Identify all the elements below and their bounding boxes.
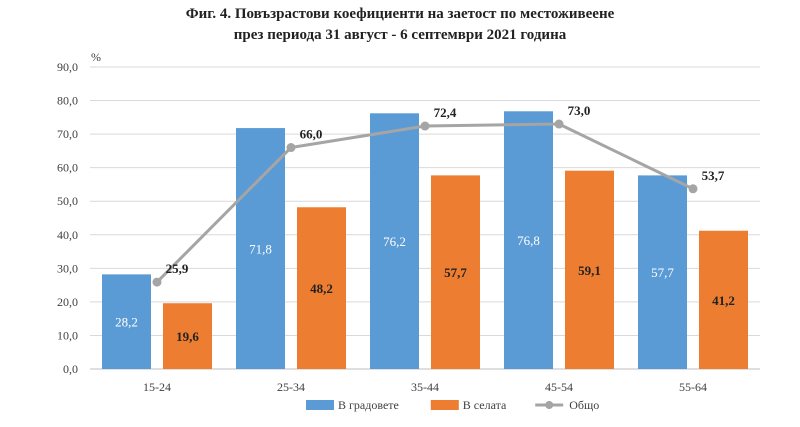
bar <box>638 175 687 369</box>
line-point <box>152 277 162 287</box>
bar <box>504 111 553 369</box>
y-tick-label: 70,0 <box>57 127 78 141</box>
x-tick-label: 55-64 <box>679 380 707 394</box>
y-tick-label: 50,0 <box>57 194 78 208</box>
bar-data-label: 76,8 <box>517 233 540 248</box>
chart-title: Фиг. 4. Повъзрастови коефициенти на зает… <box>0 4 800 46</box>
line-point <box>688 184 698 194</box>
y-tick-label: 80,0 <box>57 94 78 108</box>
bar-data-label: 19,6 <box>176 329 199 344</box>
y-tick-label: 60,0 <box>57 161 78 175</box>
y-tick-label: 40,0 <box>57 228 78 242</box>
bar <box>699 230 748 369</box>
line-data-label: 72,4 <box>434 105 457 120</box>
x-tick-label: 35-44 <box>411 380 439 394</box>
y-tick-label: 90,0 <box>57 60 78 74</box>
y-tick-label: 20,0 <box>57 295 78 309</box>
bar-data-label: 76,2 <box>383 234 406 249</box>
bar-data-label: 57,7 <box>444 265 467 280</box>
line-point <box>554 119 564 129</box>
bar <box>163 303 212 369</box>
bar <box>297 207 346 369</box>
chart-title-line2: през периода 31 август - 6 септември 202… <box>233 27 567 43</box>
bar-data-label: 71,8 <box>249 242 272 257</box>
x-tick-label: 25-34 <box>277 380 305 394</box>
legend-label: В градовете <box>338 398 399 412</box>
y-axis-label: % <box>91 50 101 64</box>
line-point <box>286 143 296 153</box>
bar-data-label: 48,2 <box>310 281 333 296</box>
legend-label: Общо <box>569 398 599 412</box>
bar <box>370 113 419 369</box>
legend-swatch <box>306 400 334 410</box>
x-tick-label: 45-54 <box>545 380 573 394</box>
line-data-label: 25,9 <box>166 261 189 276</box>
chart-title-line1: Фиг. 4. Повъзрастови коефициенти на зает… <box>185 6 615 22</box>
y-tick-label: 30,0 <box>57 261 78 275</box>
line-data-label: 53,7 <box>702 168 725 183</box>
bar-data-label: 41,2 <box>712 293 735 308</box>
bar <box>431 175 480 369</box>
y-tick-label: 0,0 <box>63 362 78 376</box>
bar <box>236 128 285 369</box>
x-tick-label: 15-24 <box>143 380 171 394</box>
y-tick-label: 10,0 <box>57 328 78 342</box>
bar-data-label: 57,7 <box>651 265 674 280</box>
line-data-label: 73,0 <box>568 103 591 118</box>
legend-label: В селата <box>463 398 507 412</box>
bar-data-label: 28,2 <box>115 315 138 330</box>
line-point <box>420 121 430 131</box>
bar <box>565 170 614 369</box>
bar <box>102 274 151 369</box>
line-data-label: 66,0 <box>300 127 323 142</box>
legend-swatch <box>430 400 459 410</box>
bar-data-label: 59,1 <box>578 263 601 278</box>
legend-marker <box>545 401 554 409</box>
